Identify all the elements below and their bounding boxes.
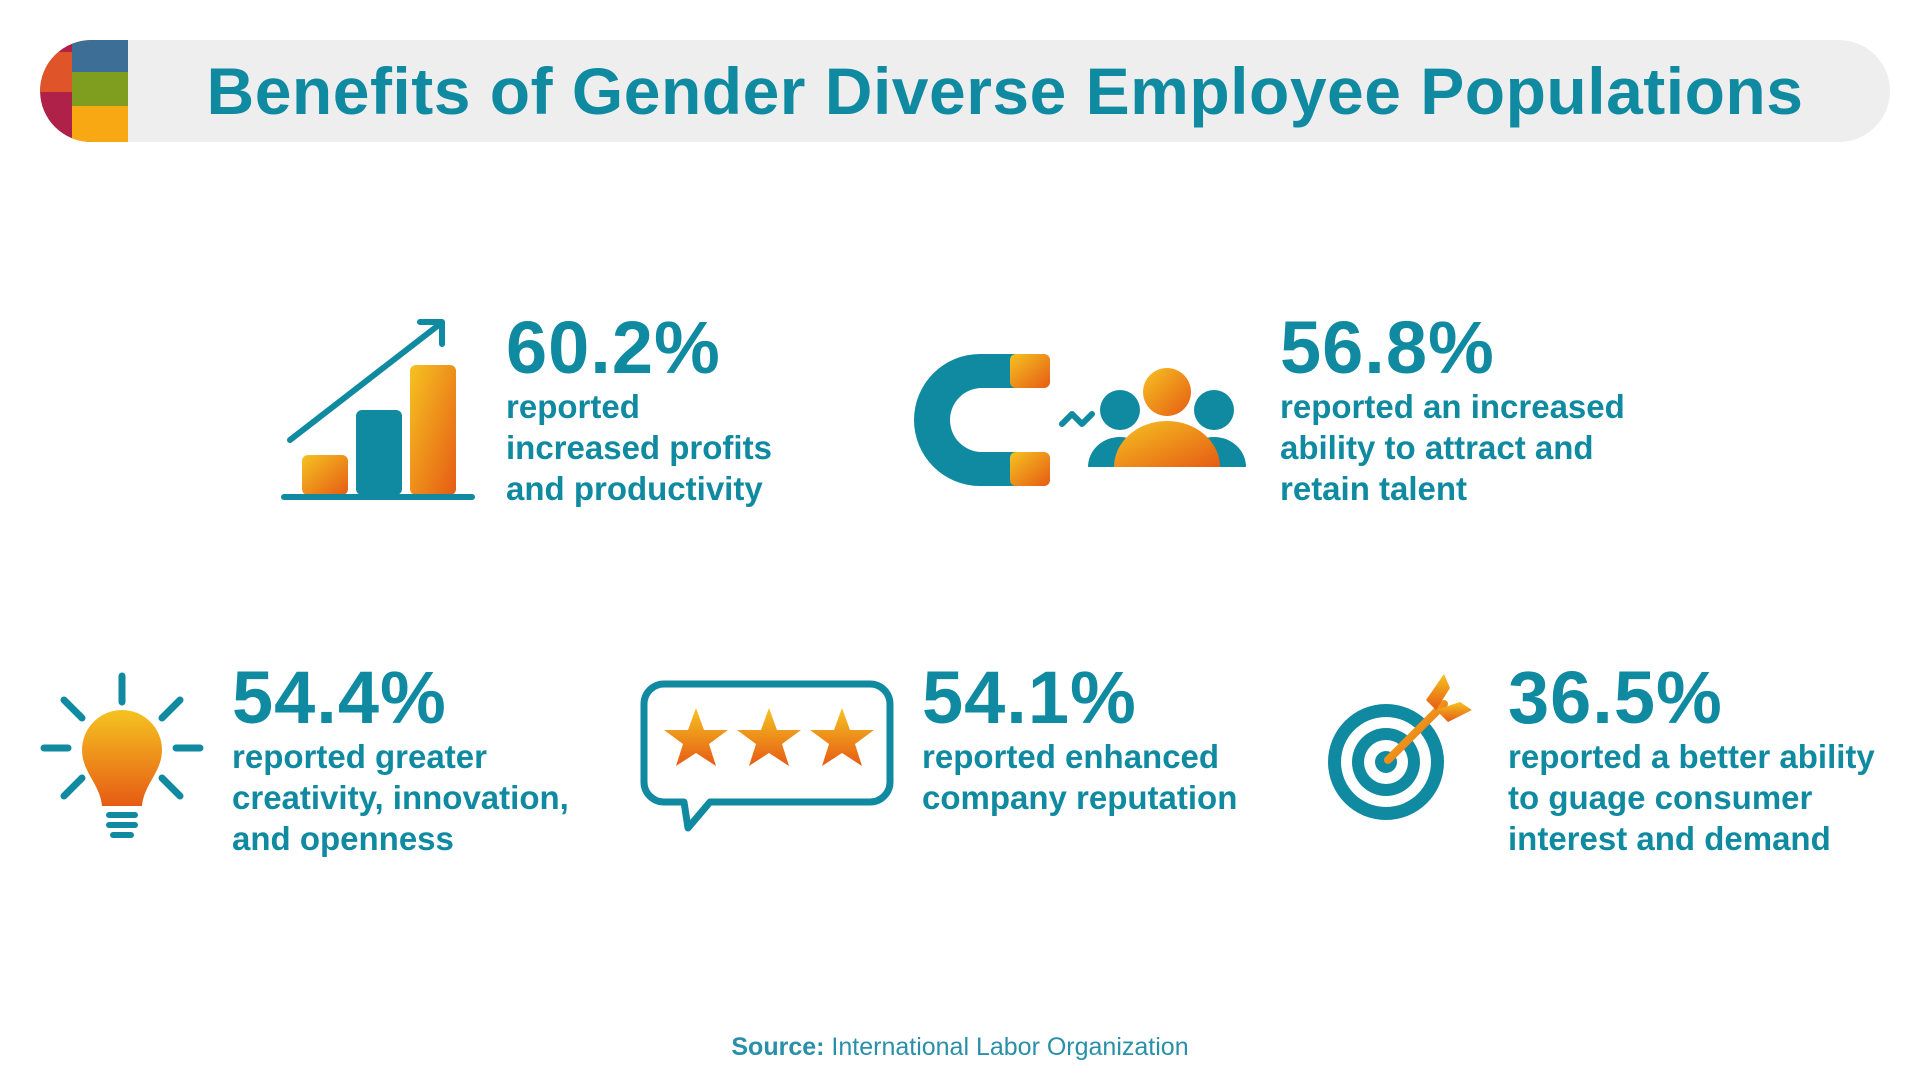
stat-description-line: reported enhanced	[922, 738, 1220, 775]
stat-description-line: to guage consumer	[1508, 779, 1813, 816]
stat-description-line: increased profits	[506, 429, 772, 466]
stat-description-line: reported greater	[232, 738, 487, 775]
growth-chart-icon	[281, 319, 475, 500]
lightbulb-icon	[40, 672, 204, 838]
stat-description-line: company reputation	[922, 779, 1238, 816]
stat-description-line: reported a better ability	[1508, 738, 1875, 775]
header-bar: Benefits of Gender Diverse Employee Popu…	[40, 40, 1890, 142]
stat-value: 56.8%	[1280, 306, 1495, 389]
stat-description-line: reported an increased	[1280, 388, 1625, 425]
source-label: Source:	[731, 1033, 825, 1061]
stat-value: 36.5%	[1508, 656, 1723, 739]
source-citation: Source: International Labor Organization	[0, 1033, 1920, 1062]
stat-description-line: retain talent	[1280, 470, 1468, 507]
stat-description-line: interest and demand	[1508, 820, 1831, 857]
page-title: Benefits of Gender Diverse Employee Popu…	[206, 54, 1804, 128]
target-icon	[1328, 674, 1472, 820]
logo-icon	[40, 40, 128, 142]
stat-value: 60.2%	[506, 306, 721, 389]
stat-description-line: reported	[506, 388, 640, 425]
stat-value: 54.1%	[922, 656, 1137, 739]
stat-description-line: ability to attract and	[1280, 429, 1594, 466]
magnet-people-icon	[914, 354, 1246, 486]
source-text: International Labor Organization	[831, 1033, 1189, 1061]
stat-description-line: and openness	[232, 820, 454, 857]
rating-stars-icon	[640, 680, 894, 832]
stat-value: 54.4%	[232, 656, 447, 739]
stat-description-line: and productivity	[506, 470, 763, 507]
stat-description-line: creativity, innovation,	[232, 779, 569, 816]
